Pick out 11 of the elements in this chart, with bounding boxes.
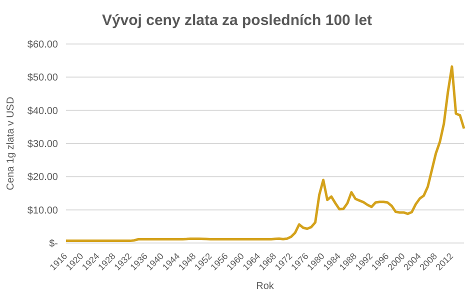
y-tick-label: $10.00 <box>27 205 58 216</box>
y-tick-label: $60.00 <box>27 40 58 51</box>
y-tick-label: $50.00 <box>27 72 58 84</box>
line-series <box>64 65 466 242</box>
y-tick-label: $40.00 <box>27 106 58 117</box>
x-axis-title: Rok <box>256 281 275 292</box>
chart-title: Vývoj ceny zlata za posledních 100 let <box>100 11 374 31</box>
y-tick-label: $30.00 <box>27 139 58 150</box>
y-tick-label: $20.00 <box>27 172 58 184</box>
y-tick-label: $- <box>49 238 58 250</box>
y-axis-title: Cena 1g zlata v USD <box>6 96 17 190</box>
